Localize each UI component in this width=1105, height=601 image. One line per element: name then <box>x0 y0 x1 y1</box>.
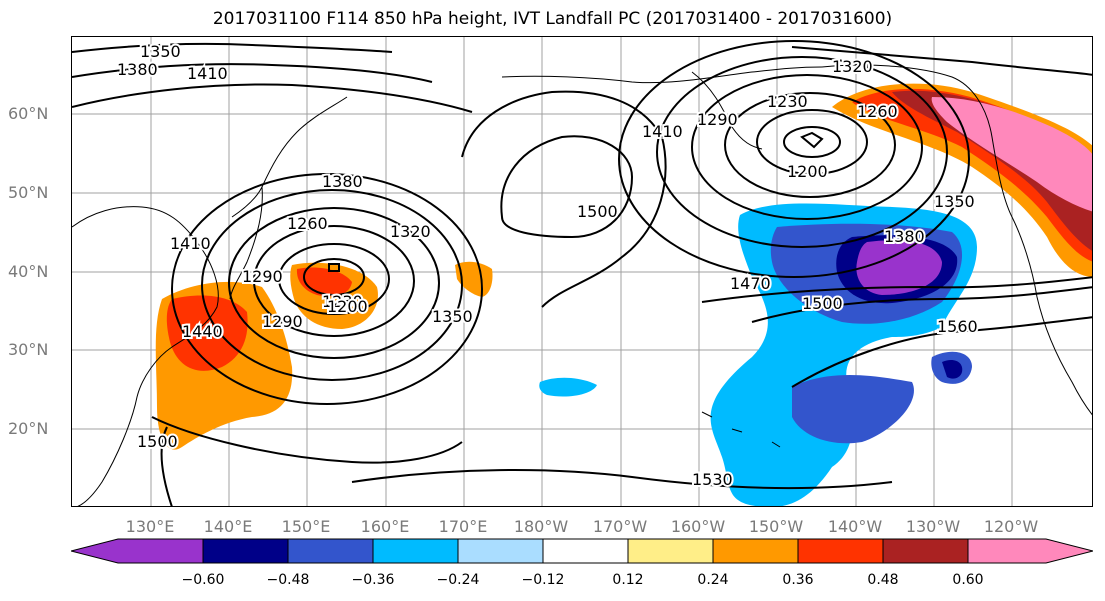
contour-label: 1320 <box>390 222 431 241</box>
colorbar-segment <box>118 539 203 563</box>
colorbar-tick-label: −0.60 <box>181 572 225 588</box>
colorbar-segment <box>1046 539 1093 563</box>
lat-label-60n: 60°N <box>8 104 49 123</box>
colorbar-segment <box>543 539 628 563</box>
colorbar-segment <box>288 539 373 563</box>
contour-label: 1410 <box>170 234 211 253</box>
coastlines <box>72 64 1092 506</box>
contour-label: 1560 <box>937 317 978 336</box>
colorbar-tick-label: −0.24 <box>436 572 480 588</box>
contour-label: 1350 <box>140 42 181 61</box>
contour-label: 1200 <box>787 162 828 181</box>
contour-label: 1350 <box>934 192 975 211</box>
lat-label-30n: 30°N <box>8 340 49 359</box>
contour-label: 1410 <box>187 64 228 83</box>
colorbar-tick-label: 0.36 <box>782 572 814 588</box>
contour-label: 1260 <box>857 102 898 121</box>
colorbar-segment <box>968 539 1046 563</box>
lon-label-170e: 170°E <box>438 517 488 536</box>
contour-label: 1350 <box>432 307 473 326</box>
colorbar-tick-label: 0.60 <box>952 572 984 588</box>
colorbar-tick-label: 0.48 <box>867 572 899 588</box>
contour-label: 1290 <box>697 110 738 129</box>
lat-label-20n: 20°N <box>8 419 49 438</box>
contour-label: 1410 <box>642 122 683 141</box>
height-contours <box>72 40 1092 506</box>
colorbar-tick-label: −0.12 <box>521 572 565 588</box>
lon-label-140e: 140°E <box>203 517 253 536</box>
lon-label-130w: 130°W <box>905 517 961 536</box>
lon-label-150w: 150°W <box>748 517 804 536</box>
contour-label: 1380 <box>117 60 158 79</box>
ivt-positive-shading-west-pacific <box>155 261 493 450</box>
contour-label: 1290 <box>242 267 283 286</box>
colorbar-segment <box>883 539 968 563</box>
lon-label-170w: 170°W <box>592 517 648 536</box>
colorbar-tick-label: 0.24 <box>697 572 729 588</box>
colorbar-tick-label: −0.36 <box>351 572 395 588</box>
colorbar-segment <box>373 539 458 563</box>
ivt-negative-shading <box>539 203 977 506</box>
lon-label-160w: 160°W <box>670 517 726 536</box>
contour-label: 1380 <box>884 227 925 246</box>
contour-label: 1200 <box>327 297 368 316</box>
lon-label-140w: 140°W <box>827 517 883 536</box>
lat-label-40n: 40°N <box>8 262 49 281</box>
contour-label: 1230 <box>767 92 808 111</box>
contour-label: 1260 <box>287 214 328 233</box>
contour-label: 1320 <box>832 57 873 76</box>
contour-label: 1470 <box>730 274 771 293</box>
contour-label: 1500 <box>577 202 618 221</box>
map-title: 2017031100 F114 850 hPa height, IVT Land… <box>212 9 893 29</box>
colorbar-segment <box>628 539 713 563</box>
colorbar-segment <box>798 539 883 563</box>
map-canvas: 1350 1380 1410 1260 1380 1320 1230 1290 … <box>72 37 1092 506</box>
map-panel: 1350 1380 1410 1260 1380 1320 1230 1290 … <box>71 36 1093 507</box>
ivt-positive-shading-alaska <box>832 83 1092 277</box>
contour-label: 1500 <box>137 432 178 451</box>
colorbar-tick-label: 0.12 <box>612 572 644 588</box>
colorbar <box>71 538 1093 564</box>
lat-label-50n: 50°N <box>8 183 49 202</box>
lon-label-130e: 130°E <box>125 517 175 536</box>
colorbar-segment <box>458 539 543 563</box>
lon-label-150e: 150°E <box>281 517 331 536</box>
lon-label-120w: 120°W <box>983 517 1039 536</box>
lon-label-180w: 180°W <box>513 517 569 536</box>
contour-label: 1500 <box>802 294 843 313</box>
contour-label: 1380 <box>322 172 363 191</box>
colorbar-segment <box>713 539 798 563</box>
colorbar-tick-label: −0.48 <box>266 572 310 588</box>
contour-label: 1230 <box>322 292 363 311</box>
contour-label: 1290 <box>262 312 303 331</box>
colorbar-segment <box>71 539 118 563</box>
contour-label: 1440 <box>182 322 223 341</box>
lon-label-160e: 160°E <box>360 517 410 536</box>
contour-labels: 1350 1380 1410 1260 1380 1320 1230 1290 … <box>115 40 980 491</box>
contour-label: 1530 <box>692 470 733 489</box>
colorbar-segment <box>203 539 288 563</box>
